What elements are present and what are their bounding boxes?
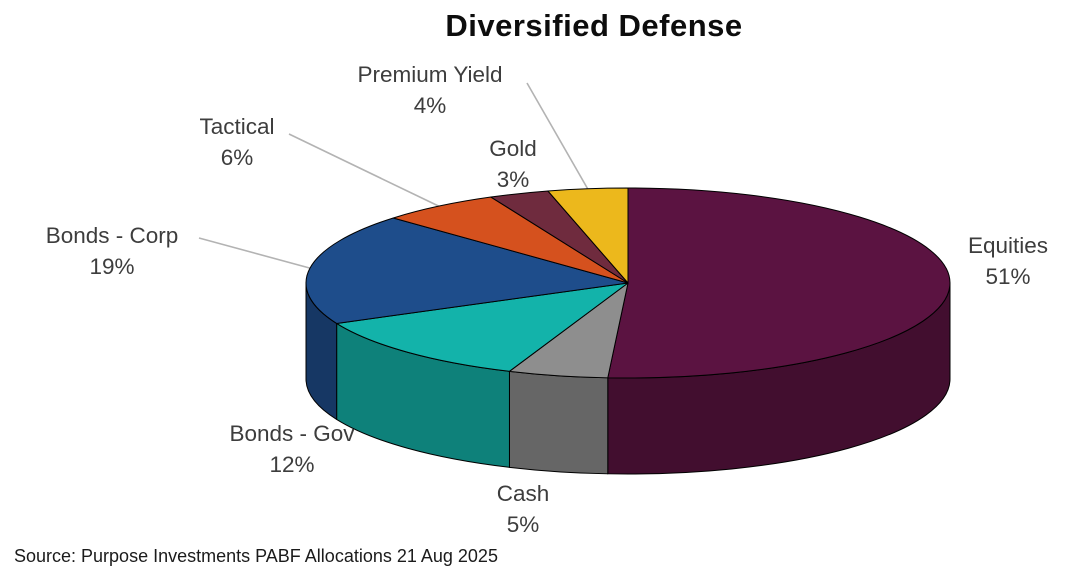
- pie-slice-tactical: [392, 196, 629, 284]
- pie-slice-premium-yield: [547, 187, 629, 284]
- chart-title: Diversified Defense: [445, 8, 743, 43]
- pie-slice-equities: [607, 187, 951, 379]
- leader-line-bonds-corp: [198, 237, 311, 269]
- pie-slice-wall-cash: [508, 370, 609, 475]
- pie-slice-bonds-corp: [305, 217, 629, 324]
- leader-line-premium-yield: [526, 82, 589, 190]
- source-note: Source: Purpose Investments PABF Allocat…: [14, 546, 498, 566]
- pie-slice-bonds-gov: [336, 282, 629, 372]
- leader-line-tactical: [288, 133, 440, 207]
